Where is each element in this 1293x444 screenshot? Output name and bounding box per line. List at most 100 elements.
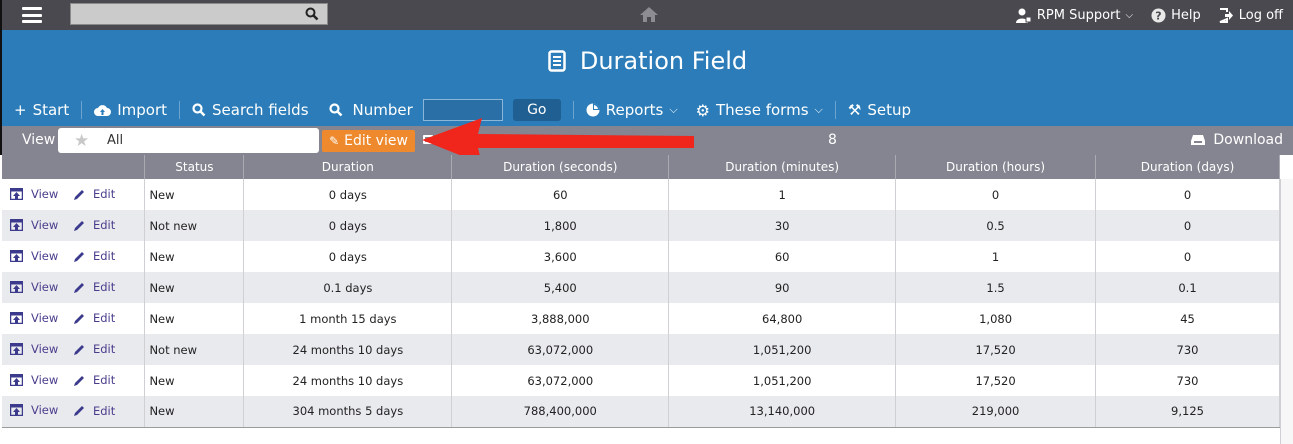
duration-hours-cell: 17,520	[895, 334, 1097, 365]
question-circle-icon: ?	[1151, 8, 1166, 22]
search-icon[interactable]	[305, 7, 319, 21]
edit-record-link[interactable]: Edit	[73, 187, 116, 201]
view-label: View	[31, 217, 59, 232]
view-record-link[interactable]: View	[10, 187, 58, 201]
search-icon	[328, 103, 342, 117]
duration-minutes-cell: 30	[668, 210, 897, 241]
duration-days-cell: 0	[1095, 210, 1280, 241]
duration-cell: 0.1 days	[243, 272, 453, 303]
download-icon	[1191, 135, 1206, 145]
chevron-down-icon: ⌵	[1125, 9, 1134, 21]
edit-record-link[interactable]: Edit	[73, 249, 116, 263]
edit-label: Edit	[92, 249, 116, 263]
divider	[834, 101, 836, 119]
pencil-icon	[73, 220, 84, 231]
number-input[interactable]	[422, 99, 503, 121]
view-record-link[interactable]: View	[10, 403, 58, 417]
record-count: 8	[828, 132, 837, 148]
duration-days-cell: 45	[1095, 303, 1280, 334]
view-record-icon	[10, 187, 23, 200]
duration-seconds-cell: 3,600	[451, 241, 670, 272]
edit-record-link[interactable]: Edit	[73, 373, 115, 387]
edit-label: Edit	[92, 342, 116, 356]
view-label: View	[22, 132, 56, 148]
pencil-icon	[73, 344, 84, 355]
view-label: View	[31, 248, 59, 263]
user-menu[interactable]: RPM Support ⌵	[1015, 8, 1134, 23]
download-button[interactable]: Download	[1191, 132, 1283, 148]
view-record-link[interactable]: View	[10, 280, 58, 294]
edit-record-link[interactable]: Edit	[73, 403, 116, 418]
start-label: Start	[32, 101, 70, 119]
table-row: View Edit New 0 days 3,600 60 1 0	[2, 241, 1280, 272]
table-row: View Edit Not new 24 months 10 days 63,0…	[2, 334, 1280, 365]
view-record-link[interactable]: View	[10, 373, 58, 387]
duration-cell: 0 days	[243, 241, 453, 272]
column-header-duration-seconds[interactable]: Duration (seconds)	[451, 155, 670, 179]
help-link[interactable]: ? Help	[1151, 8, 1201, 23]
table-row: View Edit New 24 months 10 days 63,072,0…	[2, 365, 1280, 396]
search-fields-button[interactable]: Search fields	[188, 101, 312, 119]
red-arrow-annotation	[422, 118, 694, 164]
column-header-duration[interactable]: Duration	[243, 155, 453, 179]
edit-record-link[interactable]: Edit	[73, 280, 115, 294]
duration-seconds-cell: 5,400	[451, 272, 670, 303]
column-header-duration-minutes[interactable]: Duration (minutes)	[668, 155, 897, 179]
edit-view-button[interactable]: ✎ Edit view	[322, 130, 415, 152]
duration-days-cell: 730	[1095, 334, 1280, 365]
column-header-duration-days[interactable]: Duration (days)	[1095, 155, 1280, 179]
view-label: View	[31, 372, 59, 387]
gear-icon: ⚙	[695, 100, 711, 120]
status-cell: New	[144, 272, 245, 303]
edit-label: Edit	[92, 187, 116, 201]
duration-seconds-cell: 63,072,000	[451, 365, 670, 396]
setup-button[interactable]: ⚒ Setup	[844, 101, 915, 119]
column-header-duration-hours[interactable]: Duration (hours)	[895, 155, 1097, 179]
top-bar: RPM Support ⌵ ? Help Log off	[0, 0, 1293, 30]
duration-hours-cell: 1.5	[895, 272, 1097, 303]
start-button[interactable]: + Start	[10, 101, 73, 119]
home-icon[interactable]	[639, 6, 659, 23]
svg-text:?: ?	[1155, 9, 1161, 22]
duration-seconds-cell: 788,400,000	[451, 396, 670, 428]
these-forms-menu[interactable]: ⚙ These forms ⌵	[692, 101, 827, 120]
selected-view: All	[107, 133, 124, 148]
status-cell: New	[144, 365, 245, 396]
duration-seconds-cell: 1,800	[451, 210, 670, 241]
edit-record-link[interactable]: Edit	[73, 311, 115, 325]
reports-label: Reports	[605, 101, 664, 119]
reports-menu[interactable]: Reports ⌵	[582, 101, 682, 119]
duration-cell: 0 days	[243, 179, 453, 210]
table-header-row: Status Duration Duration (seconds) Durat…	[2, 155, 1280, 179]
row-actions: View Edit	[2, 396, 146, 428]
pie-chart-icon	[586, 103, 600, 117]
go-button[interactable]: Go	[512, 99, 561, 121]
view-record-icon	[10, 249, 23, 262]
edit-record-link[interactable]: Edit	[73, 342, 116, 356]
row-actions: View Edit	[2, 303, 146, 334]
edit-label: Edit	[92, 403, 116, 418]
table-row: View Edit New 1 month 15 days 3,888,000 …	[2, 303, 1280, 334]
search-icon	[192, 103, 206, 117]
view-record-link[interactable]: View	[10, 249, 58, 263]
view-record-link[interactable]: View	[10, 218, 58, 232]
hamburger-icon[interactable]	[22, 7, 42, 23]
divider	[572, 101, 574, 119]
view-selector[interactable]: ★ All	[58, 128, 319, 153]
number-search: Number Go	[325, 99, 565, 121]
view-record-link[interactable]: View	[10, 311, 58, 325]
row-actions: View Edit	[2, 241, 146, 272]
edit-record-link[interactable]: Edit	[73, 218, 115, 232]
duration-minutes-cell: 13,140,000	[668, 396, 897, 428]
duration-hours-cell: 0.5	[895, 210, 1097, 241]
star-icon[interactable]: ★	[74, 131, 90, 151]
global-search-input[interactable]	[70, 3, 328, 25]
row-actions: View Edit	[2, 272, 146, 303]
records-table: Status Duration Duration (seconds) Durat…	[2, 155, 1280, 428]
duration-seconds-cell: 63,072,000	[451, 334, 670, 365]
log-off-link[interactable]: Log off	[1219, 7, 1283, 23]
import-button[interactable]: Import	[90, 101, 171, 119]
view-record-link[interactable]: View	[10, 342, 58, 356]
search-fields-label: Search fields	[212, 101, 309, 119]
column-header-status[interactable]: Status	[144, 155, 245, 179]
